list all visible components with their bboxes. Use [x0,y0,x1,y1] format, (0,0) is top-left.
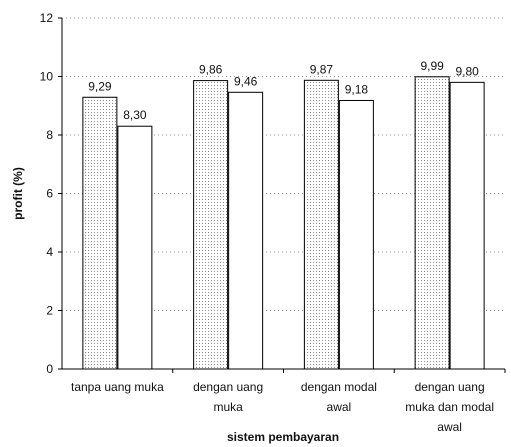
bar-2-3 [338,99,374,370]
data-label: 9,18 [345,82,369,96]
x-axis-title: sistem pembayaran [227,430,339,444]
bar-1-1 [82,96,118,370]
data-labels: 9,29 8,30 9,86 9,46 9,87 9,18 9,99 9,80 [88,59,479,122]
bar-1-4 [414,76,450,370]
y-tick-label: 6 [46,187,53,201]
data-label: 8,30 [123,108,147,122]
bar-1-3 [303,79,339,370]
bar-2-4 [449,81,485,370]
data-label: 9,99 [420,59,444,73]
bars [82,76,485,370]
y-tick-label: 10 [40,70,54,84]
category-label: awal [327,400,352,414]
category-label: dengan modal [301,380,377,394]
data-label: 9,86 [199,63,223,77]
data-label: 9,87 [310,62,334,76]
category-label: dengan uang [193,380,263,394]
y-axis-title: profit (%) [11,167,25,220]
bar-2-2 [228,91,264,370]
category-label: awal [437,420,462,434]
y-tick-label: 4 [46,245,53,259]
y-tick-label: 12 [40,11,54,25]
bar-2-1 [117,125,153,370]
data-label: 9,46 [234,74,258,88]
category-label: muka [213,400,243,414]
category-label: dengan uang [415,380,485,394]
y-tick-label: 8 [46,128,53,142]
category-label: tanpa uang muka [71,380,164,394]
data-label: 9,80 [455,64,479,78]
bar-1-2 [193,80,229,370]
category-label: muka dan modal [405,400,494,414]
data-label: 9,29 [88,79,112,93]
y-tick-label: 0 [46,362,53,376]
category-labels: tanpa uang muka dengan uang muka dengan mod… [71,369,506,434]
y-tick-labels: 0 2 4 6 8 10 12 [40,11,62,376]
y-tick-label: 2 [46,304,53,318]
